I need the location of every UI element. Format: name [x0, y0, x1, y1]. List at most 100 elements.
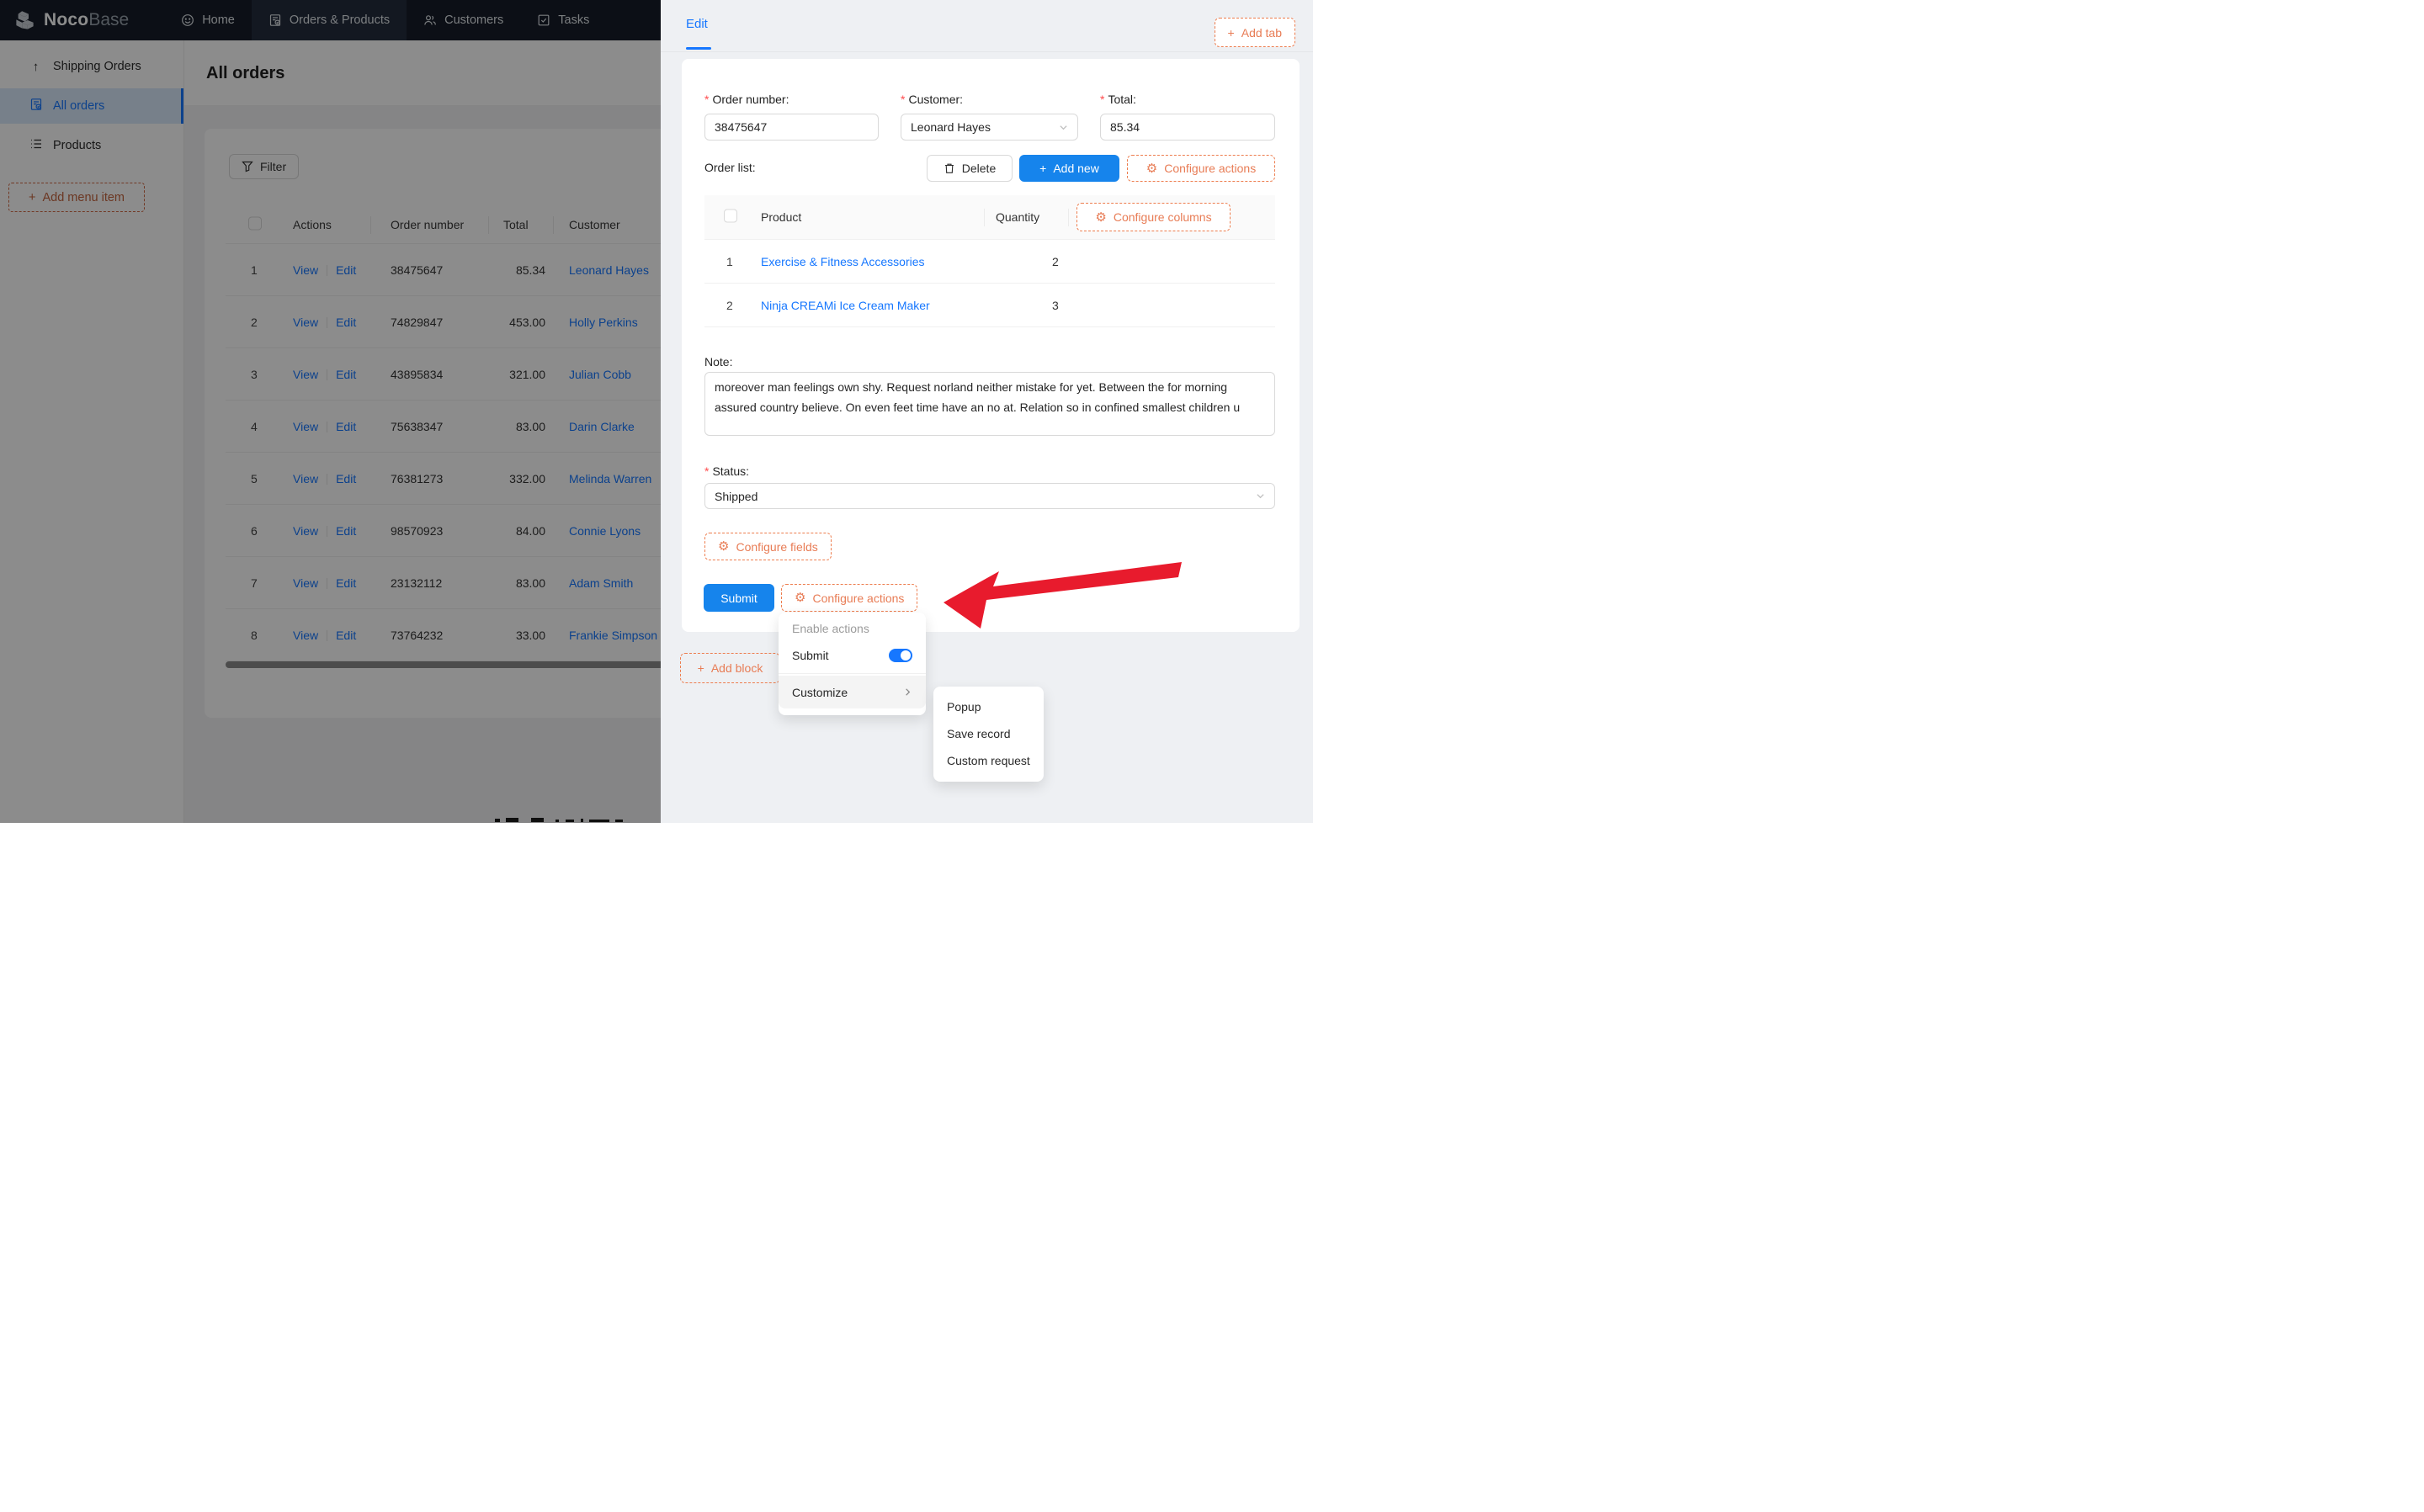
customer-link[interactable]: Leonard Hayes	[569, 263, 649, 277]
customers-icon	[424, 15, 437, 25]
customer-link[interactable]: Frankie Simpson	[569, 628, 658, 642]
tab-edit[interactable]: Edit	[686, 17, 708, 31]
status-select-value: Shipped	[715, 489, 758, 503]
nav-item-customers[interactable]: Customers	[407, 0, 520, 40]
dropdown-item-submit[interactable]: Submit	[779, 639, 926, 671]
note-label: Note:	[704, 355, 733, 369]
nav-item-orders-products[interactable]: Orders & Products	[251, 0, 407, 40]
nav-item-label: Orders & Products	[289, 13, 391, 27]
chevron-right-icon	[906, 688, 911, 696]
view-link[interactable]: View	[293, 523, 319, 538]
view-link[interactable]: View	[293, 419, 319, 433]
main-nav: Home Orders & Products Customers Tasks	[164, 0, 606, 40]
submit-toggle[interactable]	[889, 649, 912, 662]
add-new-label: Add new	[1053, 162, 1099, 175]
delete-label: Delete	[961, 162, 997, 175]
view-link[interactable]: View	[293, 628, 319, 642]
add-block-button[interactable]: + Add block	[680, 653, 780, 683]
configure-columns-button[interactable]: ⚙ Configure columns	[1076, 203, 1231, 231]
configure-actions-button-top[interactable]: ⚙ Configure actions	[1127, 155, 1275, 182]
nav-item-label: Customers	[444, 13, 504, 27]
drawer-tabbar: Edit + Add tab	[661, 0, 1313, 52]
select-all-checkbox[interactable]	[724, 209, 737, 223]
view-link[interactable]: View	[293, 315, 319, 329]
order-number-cell: 75638347	[391, 419, 444, 433]
filter-label: Filter	[260, 160, 287, 173]
configure-fields-button[interactable]: ⚙ Configure fields	[704, 533, 832, 560]
customer-link[interactable]: Melinda Warren	[569, 471, 652, 485]
add-menu-item-button[interactable]: + Add menu item	[8, 183, 145, 212]
status-select[interactable]: Shipped	[704, 483, 1275, 509]
gear-icon: ⚙	[1146, 161, 1158, 176]
page-title: All orders	[206, 64, 285, 82]
orders-document-icon	[29, 98, 43, 114]
order-number-cell: 74829847	[391, 315, 444, 329]
add-tab-button[interactable]: + Add tab	[1214, 18, 1295, 47]
nav-item-label: Tasks	[558, 13, 590, 27]
select-all-checkbox[interactable]	[248, 216, 262, 231]
nav-item-home[interactable]: Home	[164, 0, 252, 40]
home-icon	[182, 14, 194, 26]
total-label: * Total:	[1100, 93, 1136, 106]
configure-fields-label: Configure fields	[736, 539, 818, 554]
sidebar: ↑ Shipping Orders All orders Products	[0, 40, 184, 823]
order-list-table: Product Quantity ⚙ Configure columns 1 E…	[704, 195, 1275, 327]
edit-link[interactable]: Edit	[336, 315, 357, 329]
submenu-item-save-record[interactable]: Save record	[947, 727, 1011, 740]
edit-link[interactable]: Edit	[336, 576, 357, 590]
dropdown-item-customize[interactable]: Customize	[779, 676, 926, 708]
add-tab-label: Add tab	[1241, 25, 1282, 40]
active-tab-indicator	[686, 47, 711, 50]
dropdown-item-label: Submit	[792, 649, 829, 662]
edit-link[interactable]: Edit	[336, 471, 357, 485]
customer-link[interactable]: Adam Smith	[569, 576, 634, 590]
total-cell: 83.00	[515, 576, 545, 590]
view-link[interactable]: View	[293, 367, 319, 381]
row-index: 1	[251, 263, 258, 277]
nav-item-tasks[interactable]: Tasks	[520, 0, 606, 40]
plus-icon: +	[29, 190, 36, 204]
customer-link[interactable]: Julian Cobb	[569, 367, 631, 381]
total-cell: 321.00	[509, 367, 545, 381]
nocobase-brand[interactable]: NocoBase	[0, 9, 144, 32]
customer-link[interactable]: Connie Lyons	[569, 523, 641, 538]
product-link[interactable]: Exercise & Fitness Accessories	[761, 254, 925, 268]
edit-link[interactable]: Edit	[336, 419, 357, 433]
column-header-product: Product	[761, 210, 802, 224]
view-link[interactable]: View	[293, 471, 319, 485]
order-number-input[interactable]	[704, 114, 879, 141]
submenu-item-custom-request[interactable]: Custom request	[947, 754, 1030, 767]
sidebar-item-all-orders[interactable]: All orders	[0, 88, 183, 124]
customer-select[interactable]: Leonard Hayes	[901, 114, 1078, 141]
view-link[interactable]: View	[293, 263, 319, 277]
configure-columns-label: Configure columns	[1113, 210, 1212, 224]
edit-link[interactable]: Edit	[336, 523, 357, 538]
sidebar-item-label: All orders	[53, 99, 105, 113]
row-index: 7	[251, 576, 258, 590]
submenu-item-popup[interactable]: Popup	[947, 700, 981, 714]
sidebar-item-products[interactable]: Products	[0, 128, 183, 163]
product-link[interactable]: Ninja CREAMi Ice Cream Maker	[761, 298, 930, 312]
configure-actions-button[interactable]: ⚙ Configure actions	[781, 584, 918, 612]
total-input[interactable]	[1100, 114, 1275, 141]
edit-link[interactable]: Edit	[336, 367, 357, 381]
customer-link[interactable]: Holly Perkins	[569, 315, 638, 329]
nocobase-logo-icon	[16, 10, 34, 29]
view-link[interactable]: View	[293, 576, 319, 590]
submit-button[interactable]: Submit	[704, 584, 774, 612]
edit-link[interactable]: Edit	[336, 628, 357, 642]
total-cell: 33.00	[515, 628, 545, 642]
add-new-button[interactable]: + Add new	[1019, 155, 1119, 182]
note-textarea[interactable]: moreover man feelings own shy. Request n…	[704, 372, 1275, 436]
filter-button[interactable]: Filter	[229, 154, 300, 179]
gear-icon: ⚙	[1095, 210, 1107, 225]
edit-link[interactable]: Edit	[336, 263, 357, 277]
order-number-cell: 76381273	[391, 471, 444, 485]
delete-button[interactable]: Delete	[927, 155, 1013, 182]
customer-select-value: Leonard Hayes	[911, 120, 991, 134]
column-header-total: Total	[503, 218, 529, 231]
total-cell: 84.00	[515, 523, 545, 538]
sidebar-item-shipping-orders[interactable]: ↑ Shipping Orders	[0, 49, 183, 84]
customer-link[interactable]: Darin Clarke	[569, 419, 635, 433]
filter-icon	[242, 161, 253, 172]
